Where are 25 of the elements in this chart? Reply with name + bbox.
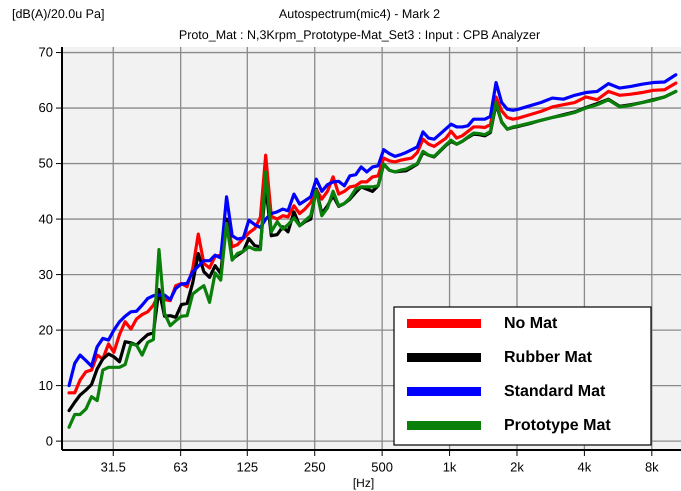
y-tick-label: 70 bbox=[38, 44, 53, 60]
x-tick-label: 4k bbox=[578, 459, 592, 474]
y-tick-label: 30 bbox=[38, 266, 53, 282]
x-tick-label: 63 bbox=[173, 459, 188, 474]
chart-subtitle: Proto_Mat : N,3Krpm_Prototype-Mat_Set3 : Input : CPB Analyzer bbox=[178, 28, 540, 42]
y-tick-label: 0 bbox=[46, 433, 53, 448]
x-tick-label: 250 bbox=[304, 459, 326, 474]
legend-label: Prototype Mat bbox=[504, 417, 612, 434]
x-tick-label: 125 bbox=[236, 459, 258, 474]
y-axis-title: [dB(A)/20.0u Pa] bbox=[12, 7, 104, 21]
y-tick-label: 10 bbox=[38, 378, 53, 393]
x-tick-label: 2k bbox=[510, 459, 524, 474]
x-tick-label: 500 bbox=[371, 459, 393, 474]
y-tick-label: 20 bbox=[38, 322, 53, 338]
x-axis-title: [Hz] bbox=[352, 476, 374, 490]
chart-title: Autospectrum(mic4) - Mark 2 bbox=[278, 7, 440, 21]
y-tick-label: 50 bbox=[38, 156, 53, 171]
x-tick-label: 1k bbox=[442, 459, 457, 474]
y-tick-label: 60 bbox=[38, 100, 53, 116]
legend-label: Rubber Mat bbox=[504, 349, 593, 366]
y-tick-label: 40 bbox=[38, 211, 53, 226]
x-tick-label: 8k bbox=[644, 459, 660, 474]
legend-label: No Mat bbox=[504, 315, 558, 332]
x-tick-label: 31.5 bbox=[100, 459, 126, 474]
legend-label: Standard Mat bbox=[504, 383, 606, 400]
